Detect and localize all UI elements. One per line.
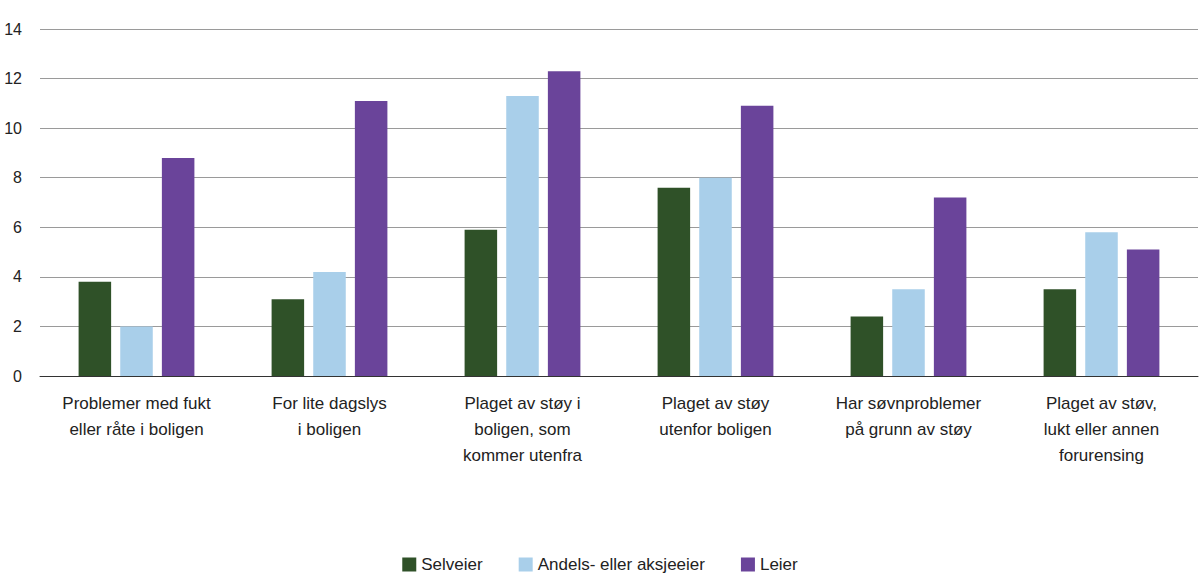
- svg-text:Andels- eller aksjeeier: Andels- eller aksjeeier: [538, 555, 706, 574]
- svg-text:Plaget av støv,: Plaget av støv,: [1046, 394, 1157, 413]
- svg-text:8: 8: [13, 169, 22, 186]
- svg-text:12: 12: [4, 70, 22, 87]
- svg-text:4: 4: [13, 268, 22, 285]
- svg-text:eller råte i boligen: eller råte i boligen: [69, 420, 203, 439]
- svg-text:Selveier: Selveier: [421, 555, 483, 574]
- svg-text:Har søvnproblemer: Har søvnproblemer: [836, 394, 982, 413]
- svg-text:2: 2: [13, 318, 22, 335]
- svg-text:forurensing: forurensing: [1059, 446, 1144, 465]
- svg-text:Plaget av støy: Plaget av støy: [662, 394, 770, 413]
- svg-text:i boligen: i boligen: [298, 420, 361, 439]
- svg-text:lukt eller annen: lukt eller annen: [1044, 420, 1159, 439]
- svg-text:utenfor boligen: utenfor boligen: [659, 420, 771, 439]
- svg-text:Plaget av støy i: Plaget av støy i: [464, 394, 580, 413]
- svg-text:For lite dagslys: For lite dagslys: [272, 394, 386, 413]
- svg-text:10: 10: [4, 120, 22, 137]
- svg-text:0: 0: [13, 368, 22, 385]
- svg-text:på grunn av støy: på grunn av støy: [845, 420, 972, 439]
- svg-text:boligen, som: boligen, som: [474, 420, 570, 439]
- svg-text:6: 6: [13, 219, 22, 236]
- svg-text:14: 14: [4, 21, 22, 38]
- svg-text:Problemer med fukt: Problemer med fukt: [62, 394, 211, 413]
- svg-text:Leier: Leier: [760, 555, 798, 574]
- svg-text:kommer utenfra: kommer utenfra: [463, 446, 583, 465]
